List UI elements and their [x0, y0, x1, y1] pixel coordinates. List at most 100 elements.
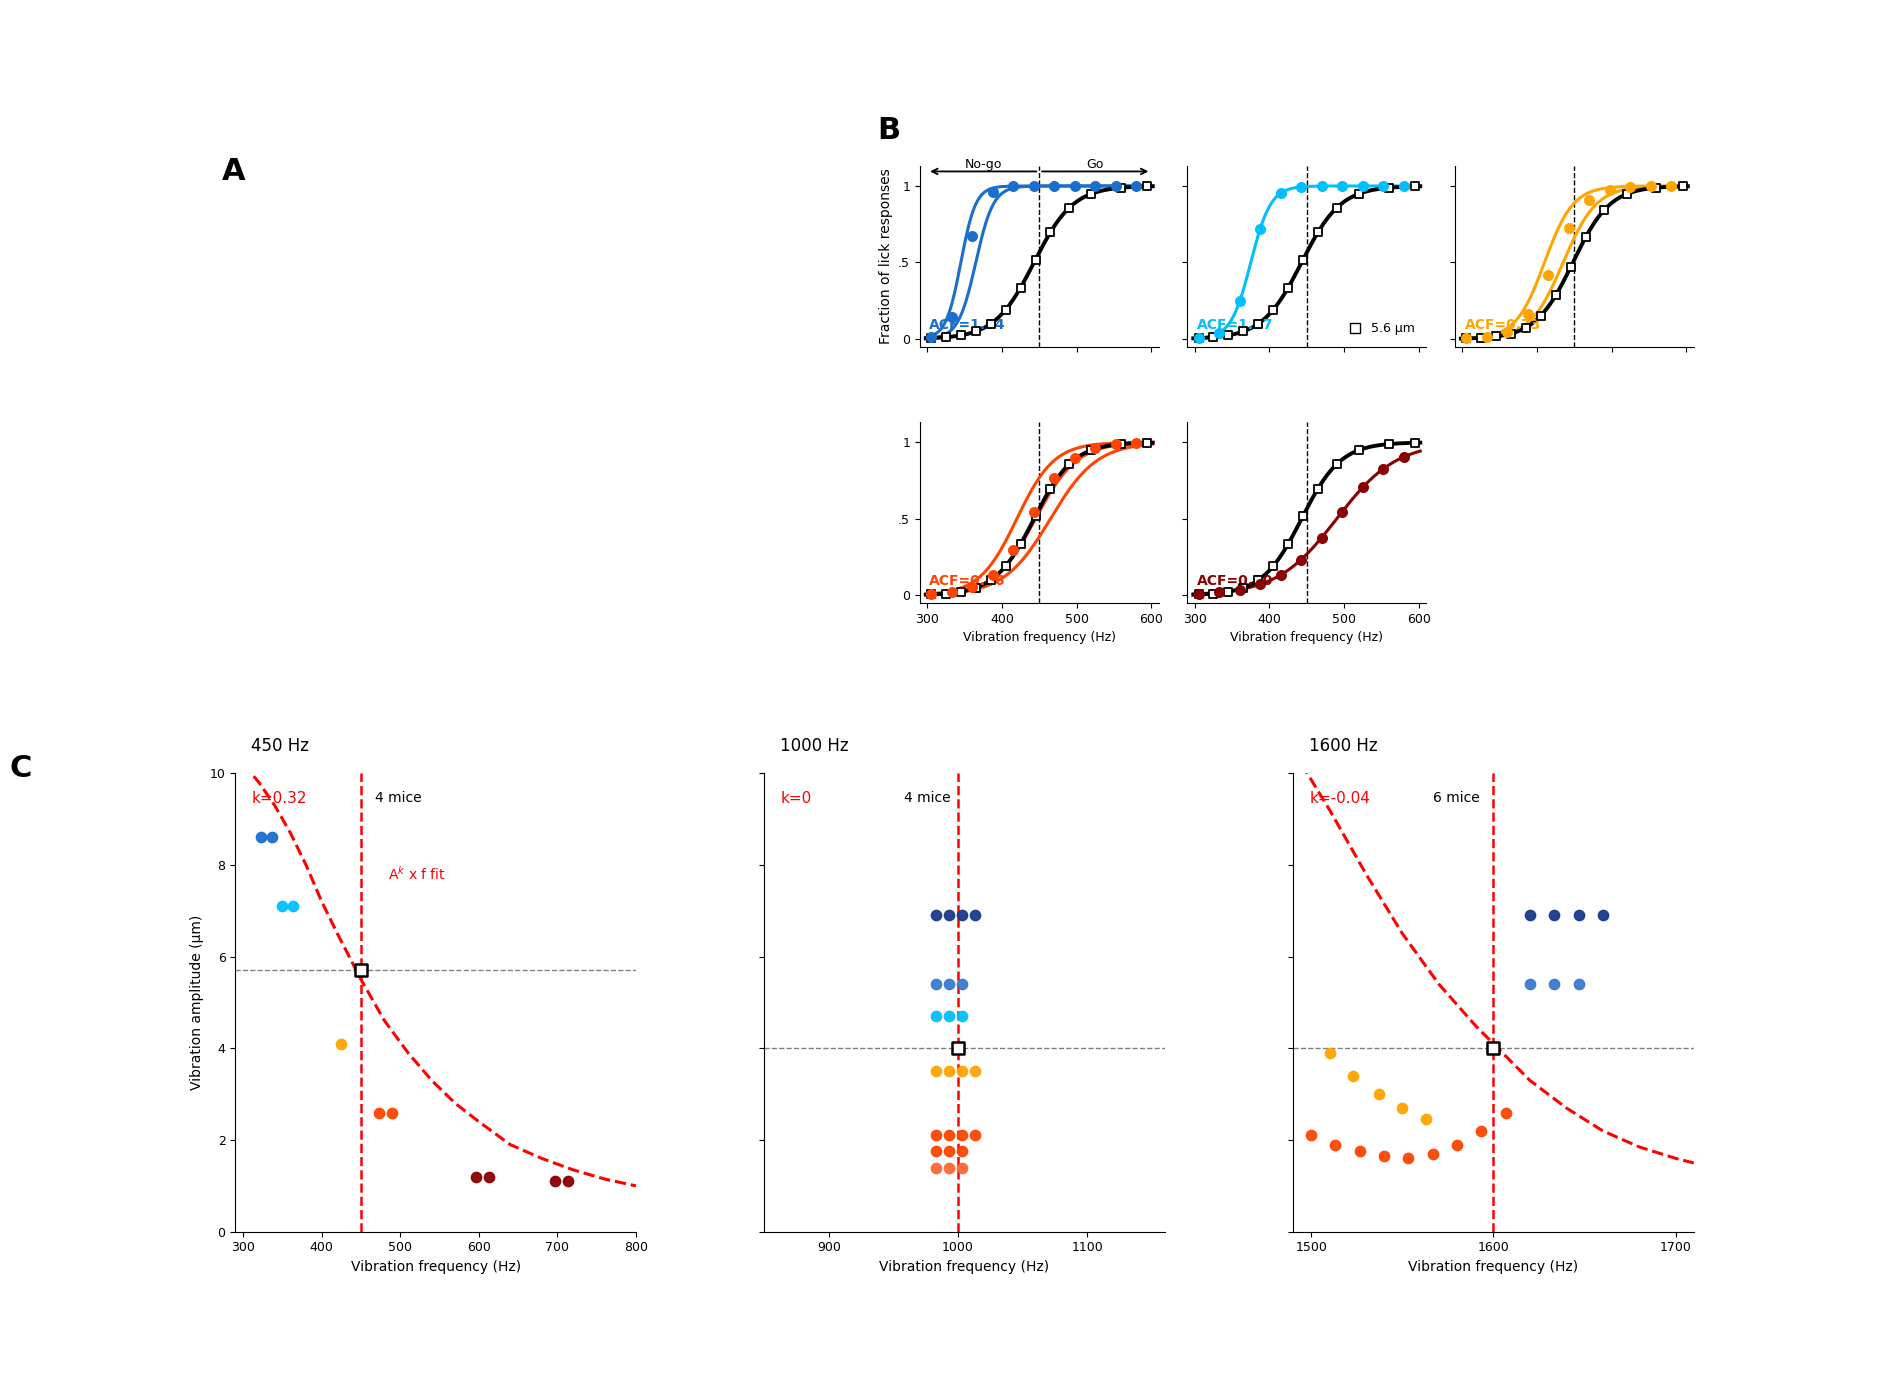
Point	[326, 1032, 356, 1055]
Point	[1018, 501, 1048, 523]
Point	[1285, 176, 1316, 198]
Point	[1393, 1147, 1423, 1169]
Point	[474, 1165, 504, 1187]
Point	[1400, 176, 1430, 198]
Point	[1538, 973, 1568, 995]
Point	[1018, 174, 1048, 197]
Point	[1077, 439, 1107, 461]
Point	[1515, 973, 1545, 995]
Point	[1225, 579, 1255, 601]
Point	[279, 895, 309, 918]
Point	[1588, 904, 1619, 926]
Point	[1265, 183, 1295, 205]
Point	[1306, 526, 1336, 548]
Point	[376, 1102, 407, 1124]
Point	[1515, 904, 1545, 926]
Point	[1005, 277, 1035, 299]
X-axis label: Vibration frequency (Hz): Vibration frequency (Hz)	[350, 1259, 521, 1275]
Point	[540, 1171, 570, 1193]
Point	[1060, 447, 1090, 469]
Point	[1321, 453, 1351, 475]
Point	[1214, 324, 1244, 346]
Point	[1133, 432, 1163, 454]
Point	[933, 1060, 964, 1082]
Point	[1259, 299, 1289, 321]
X-axis label: Vibration frequency (Hz): Vibration frequency (Hz)	[1231, 631, 1383, 644]
Point	[997, 176, 1028, 198]
Text: ACF=1.27: ACF=1.27	[1197, 318, 1274, 332]
Point	[1319, 1133, 1349, 1156]
Text: ACF=0.73: ACF=0.73	[1464, 318, 1541, 332]
Point	[975, 569, 1005, 591]
Point	[990, 299, 1020, 321]
Point	[917, 325, 947, 347]
Point	[1039, 174, 1069, 197]
Point	[1412, 1109, 1442, 1131]
Point	[1101, 433, 1131, 455]
Point	[947, 1157, 977, 1179]
Point	[1564, 904, 1594, 926]
Point	[1472, 325, 1502, 347]
Point	[1556, 256, 1587, 278]
Text: 6 mice: 6 mice	[1434, 792, 1479, 805]
Point	[1564, 973, 1594, 995]
Point	[1635, 176, 1666, 198]
Point	[1080, 174, 1110, 197]
Point	[1229, 320, 1259, 342]
Point	[947, 581, 977, 603]
X-axis label: Vibration frequency (Hz): Vibration frequency (Hz)	[879, 1259, 1050, 1275]
Point	[1389, 446, 1419, 468]
Point	[1020, 249, 1050, 271]
Point	[917, 584, 947, 606]
Point	[947, 1140, 977, 1163]
Point	[346, 959, 376, 981]
Point	[1513, 303, 1543, 325]
Point	[956, 576, 986, 598]
Point	[1364, 1084, 1395, 1106]
Point	[1594, 179, 1624, 201]
Text: 1000 Hz: 1000 Hz	[781, 736, 849, 754]
Point	[920, 1157, 950, 1179]
Point	[1321, 197, 1351, 219]
Text: 1600 Hz: 1600 Hz	[1310, 736, 1378, 754]
Point	[1107, 433, 1137, 455]
Point	[956, 224, 986, 246]
Point	[977, 180, 1007, 202]
Point	[1020, 505, 1050, 527]
Point	[990, 555, 1020, 577]
Point	[1080, 437, 1110, 459]
Point	[1199, 583, 1229, 605]
Point	[1107, 177, 1137, 199]
Point	[1246, 573, 1276, 595]
Point	[1538, 904, 1568, 926]
Point	[920, 1124, 950, 1146]
Point	[1035, 477, 1065, 500]
Point	[1419, 1143, 1449, 1165]
Point	[1122, 432, 1152, 454]
Point	[1374, 433, 1404, 455]
Point	[1338, 1064, 1368, 1086]
Point	[1348, 476, 1378, 498]
Point	[1101, 174, 1131, 197]
Point	[960, 1124, 990, 1146]
Point	[933, 1140, 964, 1163]
X-axis label: Vibration frequency (Hz): Vibration frequency (Hz)	[1408, 1259, 1579, 1275]
Point	[937, 306, 967, 328]
Text: ACF=1.54: ACF=1.54	[930, 318, 1007, 332]
Point	[947, 1060, 977, 1082]
Point	[1054, 197, 1084, 219]
Point	[920, 904, 950, 926]
Point	[1344, 183, 1374, 205]
Point	[943, 1037, 973, 1059]
Y-axis label: Vibration amplitude (μm): Vibration amplitude (μm)	[190, 915, 203, 1091]
Point	[1368, 174, 1398, 197]
Point	[1374, 177, 1404, 199]
Point	[363, 1102, 393, 1124]
Point	[960, 904, 990, 926]
Point	[1265, 563, 1295, 585]
Point	[1054, 453, 1084, 475]
Point	[1244, 569, 1274, 591]
Point	[1570, 227, 1600, 249]
Point	[947, 973, 977, 995]
Point	[920, 973, 950, 995]
